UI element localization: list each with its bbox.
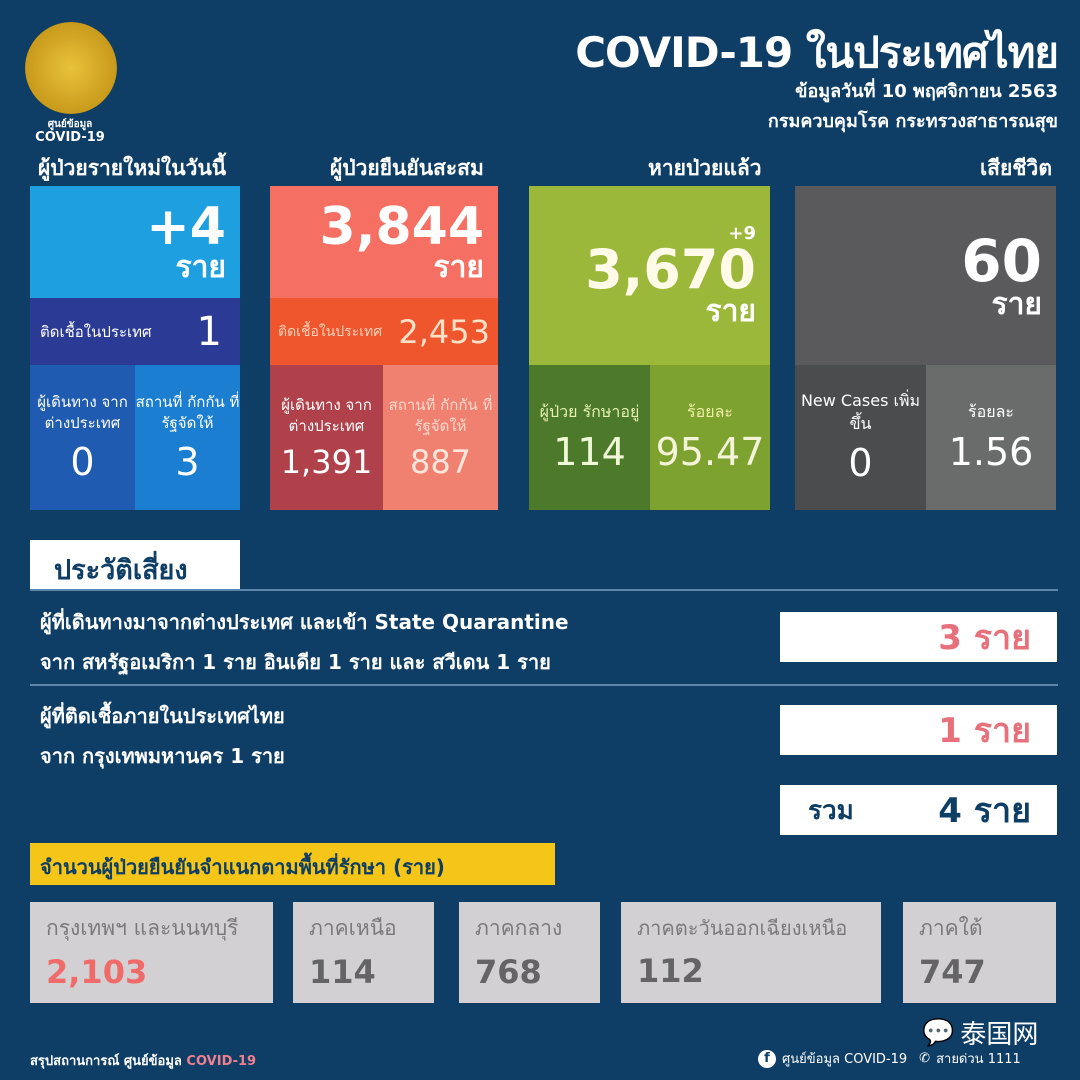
value: 768	[475, 953, 542, 991]
risk-row-1-line2: จาก สหรัฐอเมริกา 1 ราย อินเดีย 1 ราย และ…	[40, 650, 551, 674]
watermark-text: 泰国网	[960, 1020, 1039, 1050]
government-seal-logo	[25, 22, 117, 114]
label: ร้อยละ	[968, 402, 1014, 422]
risk-row-1-line1: ผู้ที่เดินทางมาจากต่างประเทศ และเข้า Sta…	[40, 610, 569, 634]
page-title: COVID-19 ในประเทศไทย	[575, 28, 1059, 77]
logo-caption-en: COVID-19	[35, 130, 105, 145]
unit: ราย	[175, 250, 226, 285]
label: ภาคใต้	[919, 916, 983, 940]
regions-heading: จำนวนผู้ป่วยยืนยันจำแนกตามพื้นที่รักษา (…	[30, 843, 555, 885]
region-card-central: ภาคกลาง 768	[459, 902, 600, 1003]
value: 0	[848, 440, 873, 485]
label: ผู้เดินทาง จากต่างประเทศ	[37, 392, 128, 432]
label: ผู้เดินทาง จากต่างประเทศ	[281, 395, 372, 435]
cumulative-total-card: 3,844 ราย	[270, 186, 498, 298]
value: 114	[309, 953, 376, 991]
value: 3	[175, 439, 200, 484]
value: 2,453	[398, 312, 490, 351]
recovered-heading: หายป่วยแล้ว	[648, 156, 762, 180]
footer-text: สรุปสถานการณ์ ศูนย์ข้อมูล	[30, 1054, 182, 1069]
value: 2,103	[46, 953, 148, 991]
label: ติดเชื้อในประเทศ	[278, 323, 383, 340]
facebook-text: ศูนย์ข้อมูล COVID-19	[782, 1052, 908, 1067]
total-value: 4 ราย	[938, 791, 1031, 831]
deaths-total: 60	[961, 226, 1042, 295]
label: ภาคเหนือ	[309, 916, 397, 940]
new-cases-local-card: ติดเชื้อในประเทศ 1	[30, 298, 240, 365]
label: ภาคกลาง	[475, 916, 563, 940]
unit: ราย	[705, 293, 756, 329]
phone-icon: ✆	[919, 1051, 931, 1066]
new-cases-travel-card: ผู้เดินทาง จากต่างประเทศ 0	[30, 365, 135, 510]
risk-row-2-line2: จาก กรุงเทพมหานคร 1 ราย	[40, 744, 285, 768]
footer-accent: COVID-19	[186, 1054, 257, 1069]
total-label: รวม	[808, 795, 854, 826]
cumulative-heading: ผู้ป่วยยืนยันสะสม	[330, 156, 484, 180]
recovered-delta: +9	[728, 222, 756, 244]
risk-heading: ประวัติเสี่ยง	[30, 540, 240, 590]
label: New Cases เพิ่มขึ้น	[800, 391, 921, 433]
value: 114	[553, 429, 626, 474]
recovered-percent-card: ร้อยละ 95.47	[650, 365, 770, 510]
label: กรุงเทพฯ และนนทบุรี	[46, 916, 239, 940]
label: ภาคตะวันออกเฉียงเหนือ	[637, 916, 848, 940]
cumulative-quarantine-card: สถานที่ กักกัน ที่รัฐจัดให้ 887	[383, 365, 498, 510]
value: 887	[409, 442, 472, 481]
cumulative-travel-card: ผู้เดินทาง จากต่างประเทศ 1,391	[270, 365, 383, 510]
cumulative-local-card: ติดเชื้อในประเทศ 2,453	[270, 298, 498, 365]
new-cases-quarantine-card: สถานที่ กักกัน ที่รัฐจัดให้ 3	[135, 365, 240, 510]
region-card-south: ภาคใต้ 747	[903, 902, 1056, 1003]
watermark: 💬 泰国网	[922, 1014, 1038, 1051]
value: 95.47	[655, 429, 765, 474]
logo-caption: ศูนย์ข้อมูล	[47, 119, 93, 130]
value: 747	[919, 953, 986, 991]
label: ติดเชื้อในประเทศ	[40, 322, 152, 341]
new-cases-heading: ผู้ป่วยรายใหม่ในวันนี้	[38, 156, 227, 180]
value: 112	[637, 952, 704, 990]
label: ผู้ป่วย รักษาอยู่	[539, 402, 640, 422]
region-card-northeast: ภาคตะวันออกเฉียงเหนือ 112	[621, 902, 881, 1003]
risk-row-2-line1: ผู้ที่ติดเชื้อภายในประเทศไทย	[40, 704, 285, 728]
recovered-total: 3,670	[585, 237, 756, 301]
footer-right: f ศูนย์ข้อมูล COVID-19 ✆ สายด่วน 1111	[758, 1048, 1021, 1069]
risk-row-2-count: 1 ราย	[780, 705, 1057, 755]
value: 1.56	[948, 429, 1034, 474]
new-cases-total: +4	[146, 197, 226, 257]
divider	[30, 684, 1058, 686]
unit: ราย	[433, 250, 484, 285]
source-line: กรมควบคุมโรค กระทรวงสาธารณสุข	[767, 111, 1058, 132]
date-line: ข้อมูลวันที่ 10 พฤศจิกายน 2563	[795, 81, 1058, 102]
risk-row-1-count: 3 ราย	[780, 612, 1057, 662]
deaths-total-card: 60 ราย	[795, 186, 1056, 365]
new-cases-total-card: +4 ราย	[30, 186, 240, 298]
label: สถานที่ กักกัน ที่รัฐจัดให้	[388, 395, 493, 435]
facebook-icon: f	[758, 1049, 776, 1068]
recovered-treating-card: ผู้ป่วย รักษาอยู่ 114	[529, 365, 650, 510]
cumulative-total: 3,844	[319, 197, 484, 257]
hotline-text: สายด่วน 1111	[936, 1052, 1021, 1067]
wechat-icon: 💬	[922, 1017, 955, 1048]
deaths-percent-card: ร้อยละ 1.56	[926, 365, 1056, 510]
region-card-north: ภาคเหนือ 114	[293, 902, 434, 1003]
value: 1,391	[280, 442, 373, 481]
value: 1	[196, 308, 222, 355]
region-card-bangkok: กรุงเทพฯ และนนทบุรี 2,103	[30, 902, 273, 1003]
label: ร้อยละ	[687, 402, 733, 422]
recovered-total-card: +9 3,670 ราย	[529, 186, 770, 365]
risk-total: รวม 4 ราย	[780, 785, 1057, 835]
label: สถานที่ กักกัน ที่รัฐจัดให้	[135, 392, 240, 432]
divider	[30, 589, 1058, 591]
footer-left: สรุปสถานการณ์ ศูนย์ข้อมูล COVID-19	[30, 1050, 256, 1071]
deaths-heading: เสียชีวิต	[980, 156, 1052, 180]
deaths-new-card: New Cases เพิ่มขึ้น 0	[795, 365, 926, 510]
value: 0	[70, 439, 95, 484]
unit: ราย	[991, 286, 1042, 322]
